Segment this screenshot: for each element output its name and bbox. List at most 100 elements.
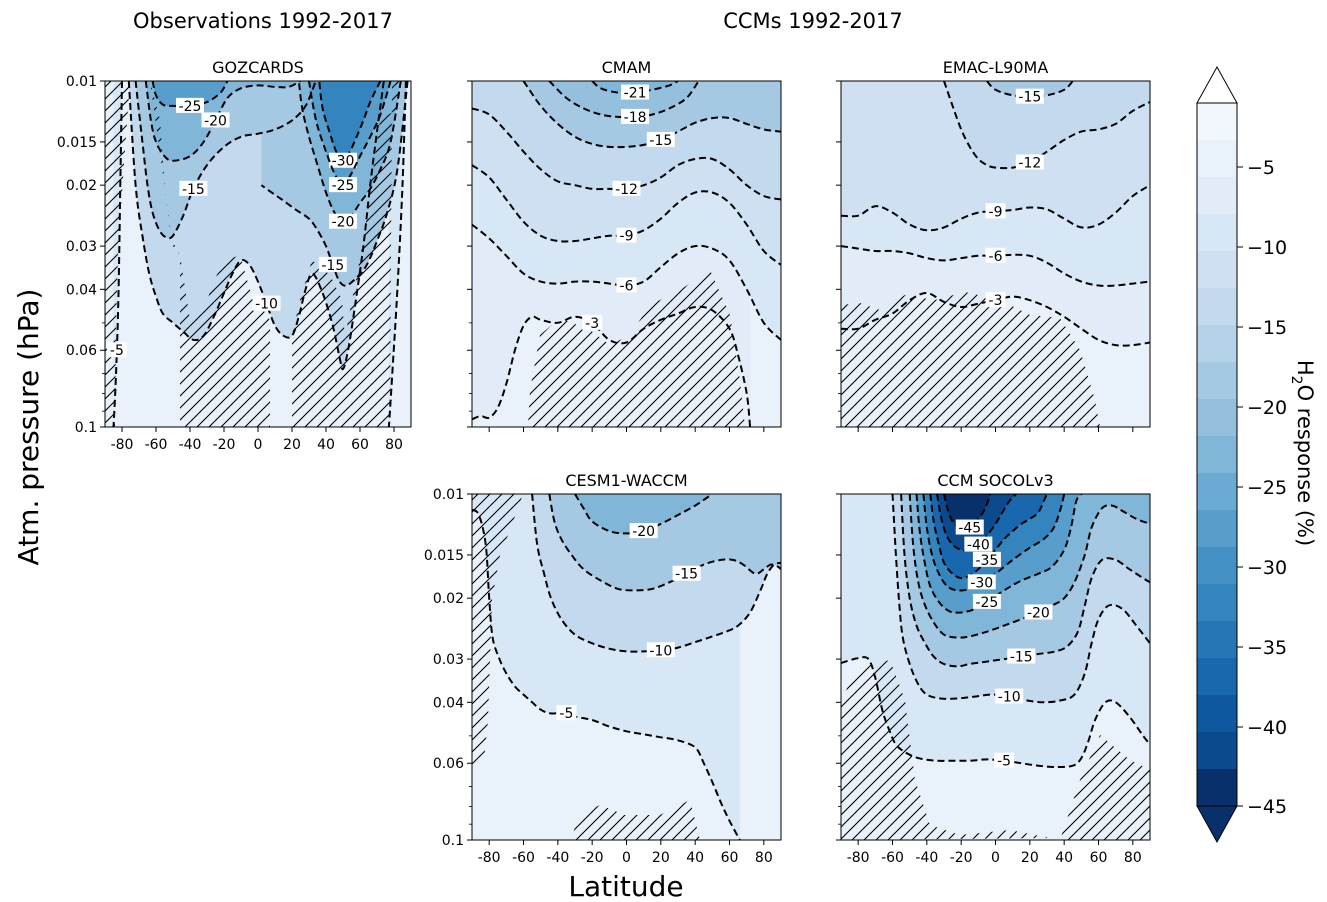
x-tick-label: 40: [686, 850, 704, 866]
y-tick-label: 0.04: [433, 695, 464, 711]
panel-title: GOZCARDS: [212, 58, 304, 77]
contour-label: -15: [646, 131, 675, 149]
x-tick-label: 60: [721, 850, 739, 866]
contour-fill: [944, 494, 991, 530]
colorbar-band: [1197, 325, 1237, 363]
contour-label-text: -3: [989, 293, 1003, 309]
contour-label: -25: [329, 177, 357, 194]
contour-label: -25: [176, 97, 204, 115]
colorbar-band: [1197, 214, 1237, 252]
colorbar-label-rest: O response (%): [1293, 385, 1317, 547]
contour-label: -12: [612, 180, 641, 198]
contour-label-text: -20: [1027, 605, 1050, 621]
panel-title: EMAC-L90MA: [943, 58, 1049, 77]
panel-field: -15 -12 -9 -6 -3: [841, 81, 1150, 427]
y-tick-label: 0.1: [75, 420, 97, 436]
colorbar-tick-label: −45: [1247, 796, 1287, 818]
y-tick-label: 0.03: [433, 652, 464, 668]
contour-label-text: -6: [989, 249, 1003, 265]
y-axis-label: Atm. pressure (hPa): [12, 289, 45, 566]
colorbar-band: [1197, 288, 1237, 326]
contour-line: [112, 81, 123, 427]
x-tick-label: -80: [478, 850, 501, 866]
colorbar-tick-label: −15: [1247, 317, 1287, 339]
x-tick-label: -80: [847, 850, 870, 866]
x-tick-label: 0: [991, 850, 1000, 866]
contour-line: [260, 81, 409, 287]
x-tick-label: 40: [1055, 850, 1073, 866]
colorbar: −5 −10 −15 −20 −25 −30 −35 −40 −45: [1196, 65, 1287, 844]
x-tick-label: 0: [254, 437, 263, 453]
contour-label: -20: [629, 523, 658, 540]
x-tick-label: -60: [145, 437, 168, 453]
colorbar-band: [1197, 103, 1237, 141]
contour-label-text: -15: [182, 182, 205, 198]
colorbar-top-arrow: [1196, 65, 1238, 104]
contour-label-bg: [106, 342, 127, 358]
colorbar-band: [1197, 140, 1237, 178]
contour-label: -10: [252, 295, 281, 313]
hatch-region: [841, 292, 1100, 427]
contour-line: [943, 81, 1150, 170]
contour-label-bg: [1015, 154, 1044, 170]
y-tick-label: 0.015: [424, 548, 464, 564]
contour-label-bg: [964, 536, 993, 552]
colorbar-label: H2O response (%): [1288, 360, 1317, 546]
contour-label-text: -30: [332, 154, 355, 170]
y-tick-label: 0.04: [66, 282, 97, 298]
x-tick-label: -20: [213, 437, 236, 453]
x-tick-label: 20: [1021, 850, 1039, 866]
contour-label: -30: [967, 574, 996, 591]
contour-label-text: -3: [585, 316, 599, 332]
x-tick-label: -80: [111, 437, 134, 453]
ccm-title: CCMs 1992-2017: [723, 9, 903, 33]
hatch-region: [528, 270, 745, 427]
colorbar-band: [1197, 177, 1237, 215]
contour-label-text: -45: [958, 521, 981, 537]
y-tick-label: 0.02: [66, 178, 97, 194]
contour-label-bg: [672, 565, 701, 581]
panels: -30-25-25-20-20-15-15-10-5GOZCARDS0.010.…: [57, 58, 1151, 866]
contour-label-text: -10: [649, 643, 672, 659]
contour-label-text: -20: [632, 524, 655, 540]
contour-fill: [575, 494, 713, 534]
contour-label: -15: [1015, 88, 1044, 106]
contour-label: -15: [318, 256, 347, 274]
colorbar-tick-label: −35: [1247, 637, 1287, 659]
x-tick-label: 60: [1090, 850, 1108, 866]
contour-label: -9: [985, 203, 1006, 220]
contour-label: -45: [955, 519, 984, 537]
panel-1: -21 -18-15 -12 -9 -6 -3 CMAM: [467, 58, 782, 432]
contour-label-bg: [621, 84, 650, 100]
y-tick-label: 0.01: [66, 74, 97, 90]
contour-fill: [152, 81, 228, 107]
x-tick-label: 20: [283, 437, 301, 453]
x-tick-label: -20: [950, 850, 973, 866]
contour-label-text: -25: [975, 595, 998, 611]
x-axis-label: Latitude: [568, 870, 683, 902]
colorbar-label-main: H: [1293, 360, 1317, 376]
x-tick-label: 20: [652, 850, 670, 866]
contour-label: -5: [106, 342, 127, 359]
colorbar-bottom-arrow: [1196, 805, 1238, 844]
x-tick-label: 80: [755, 850, 773, 866]
contour-label-bg: [972, 551, 1001, 567]
contour-label-text: -25: [332, 178, 355, 194]
colorbar-band: [1197, 658, 1237, 696]
contour-label: -40: [964, 536, 993, 554]
contour-label-text: -5: [559, 706, 573, 722]
y-tick-label: 0.02: [433, 591, 464, 607]
contour-label-bg: [616, 227, 637, 243]
colorbar-band: [1197, 695, 1237, 733]
contour-line: [387, 81, 407, 427]
y-tick-label: 0.015: [57, 135, 97, 151]
contour-label-text: -12: [615, 182, 638, 198]
panel-field: -30-25-25-20-20-15-15-10-5: [105, 81, 411, 427]
contour-line: [531, 494, 781, 653]
colorbar-band: [1197, 251, 1237, 289]
hatch-region: [150, 81, 270, 427]
contour-label-bg: [329, 177, 357, 193]
x-tick-label: -20: [581, 850, 604, 866]
